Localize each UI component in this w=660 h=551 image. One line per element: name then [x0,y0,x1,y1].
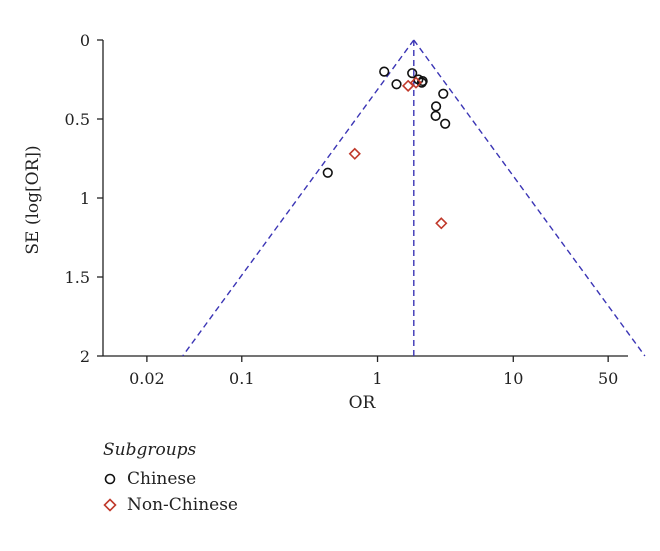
point-chinese [391,79,402,90]
x-tick-label: 10 [503,369,523,388]
point-chinese [322,167,333,178]
x-tick-label: 0.1 [229,369,254,388]
x-tick-label: 50 [598,369,618,388]
point-chinese [438,88,449,99]
y-tick-label: 1 [80,189,90,208]
y-tick-label: 1.5 [65,268,90,287]
funnel-left-line [182,39,415,357]
y-tick-label: 2 [80,347,90,366]
y-axis-title: SE (log[OR]) [23,145,43,254]
circle-marker-icon [104,473,116,485]
point-non-chinese [409,76,423,89]
y-tick-label: 0 [80,31,90,50]
x-axis-title: OR [349,393,377,413]
legend-label-chinese: Chinese [127,469,197,489]
point-chinese [430,110,441,121]
plot-marks: 0 0.5 1 1.5 2 0.02 0.1 1 10 50 [65,31,646,388]
legend-title: Subgroups [103,440,197,460]
point-chinese [379,66,390,77]
legend-item-non-chinese: Non-Chinese [103,492,238,518]
x-tick-label: 0.02 [129,369,165,388]
legend-item-chinese: Chinese [103,466,238,492]
x-tick-label: 1 [372,369,382,388]
point-chinese [407,68,418,79]
legend: Subgroups Chinese Non-Chinese [103,440,238,518]
y-tick-label: 0.5 [65,110,90,129]
point-chinese [430,101,442,112]
diamond-marker-icon [103,498,117,512]
point-non-chinese [435,217,448,230]
point-chinese [440,118,451,129]
point-non-chinese [348,147,361,160]
legend-label-non-chinese: Non-Chinese [127,495,238,515]
funnel-plot: 0 0.5 1 1.5 2 0.02 0.1 1 10 50 OR SE (log[OR]) [23,31,646,413]
funnel-right-line [413,39,646,357]
